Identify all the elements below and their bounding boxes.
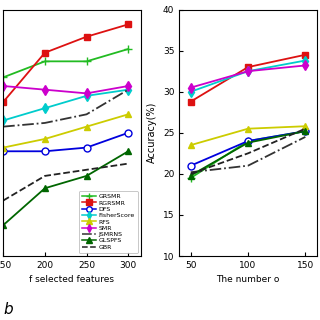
Text: b: b	[3, 302, 13, 317]
Y-axis label: Accuracy(%): Accuracy(%)	[147, 102, 157, 164]
Legend: GRSMR, RGRSMR, DFS, FisherScore, RFS, SMR, JSMRNS, GLSPFS, GBR: GRSMR, RGRSMR, DFS, FisherScore, RFS, SM…	[79, 191, 138, 253]
X-axis label: The number o: The number o	[216, 276, 280, 284]
X-axis label: f selected features: f selected features	[29, 276, 115, 284]
